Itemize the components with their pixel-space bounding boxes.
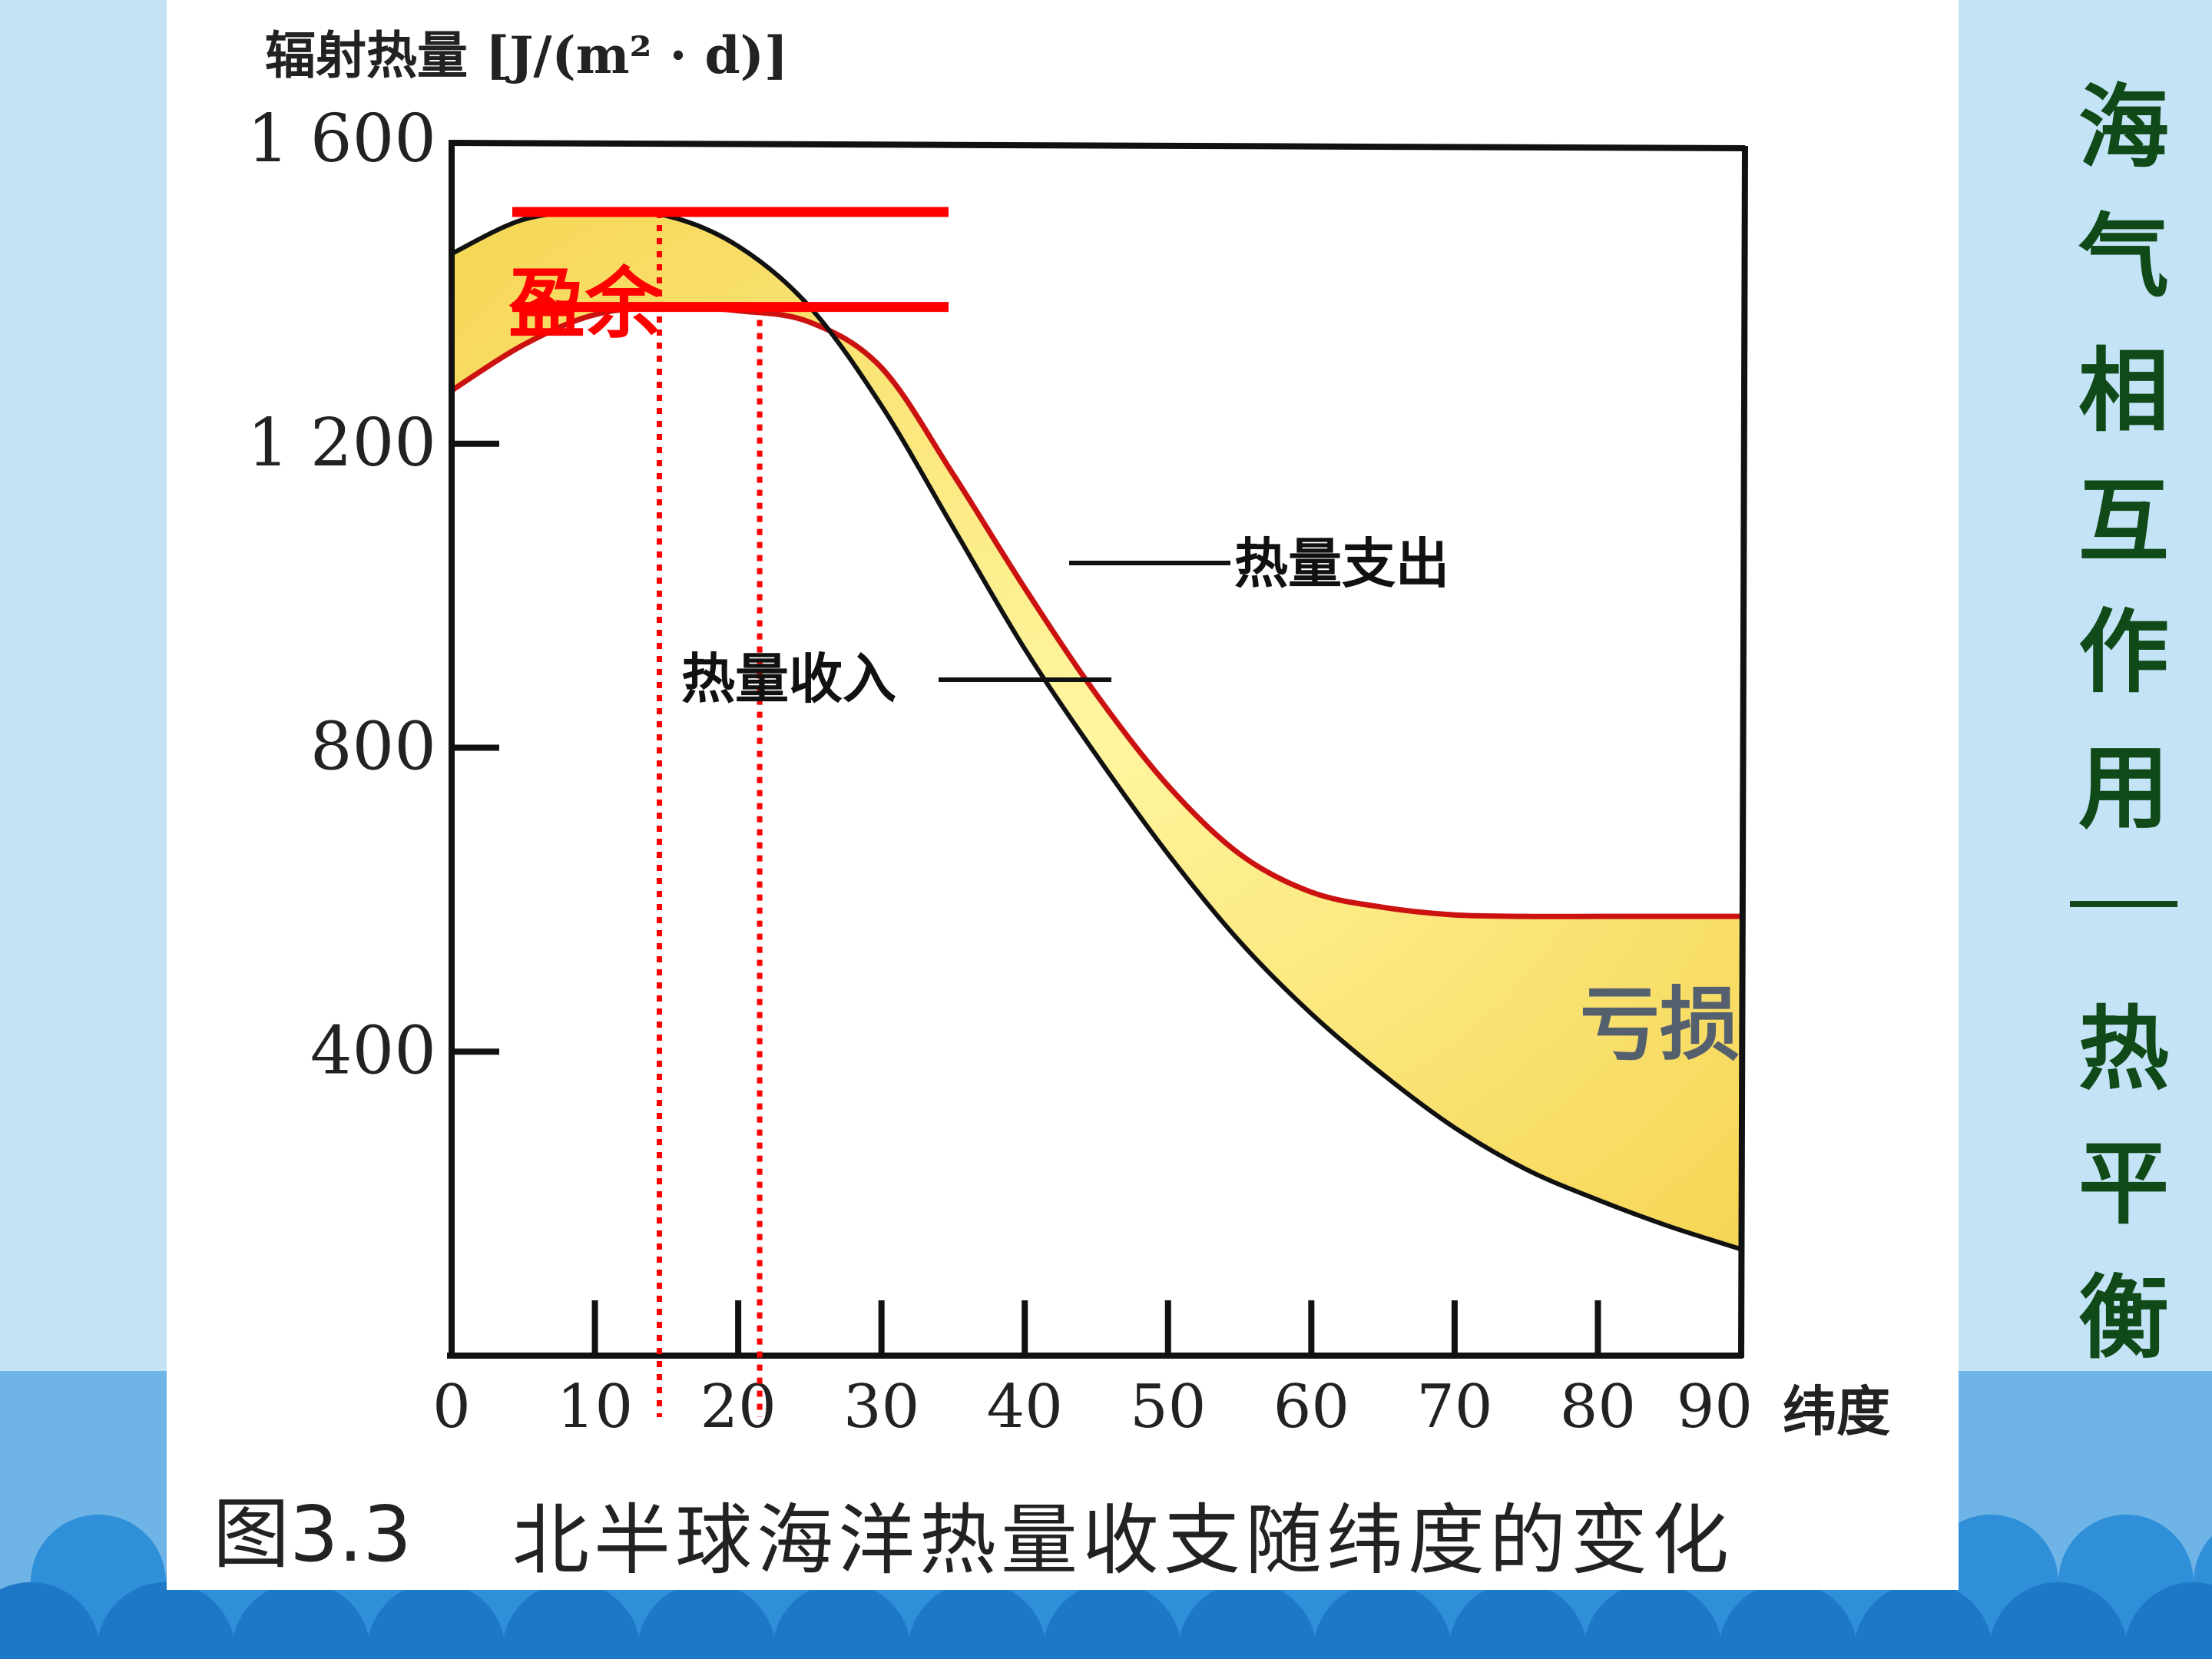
wave-bump — [1854, 1582, 1992, 1659]
x-tick-label-10: 10 — [557, 1373, 633, 1442]
chart-title: 北半球海洋热量收支随纬度的变化 — [512, 1495, 1734, 1585]
y-axis-label: 辐射热量 [J/(m² · d)] — [265, 25, 788, 85]
side-title-char-7: 热 — [2078, 995, 2169, 1102]
wave-bump — [2124, 1582, 2212, 1659]
side-title-dash — [2070, 901, 2177, 907]
side-title-char-5: 作 — [2078, 598, 2169, 705]
x-tick-label-60: 60 — [1273, 1373, 1349, 1442]
side-title-char-4: 互 — [2078, 468, 2169, 575]
wave-bump — [1313, 1582, 1452, 1659]
wave-bump — [97, 1582, 235, 1659]
series-line-expense — [450, 304, 1741, 919]
x-tick-label-90: 90 — [1677, 1373, 1753, 1442]
x-tick-label-30: 30 — [843, 1373, 919, 1442]
x-tick-label-40: 40 — [987, 1373, 1063, 1442]
heat-balance-chart: 400 800 1 200 1 600 0 10 20 30 40 50 60 70 80 90 辐射热… — [213, 25, 1890, 1585]
heat-balance-area — [452, 211, 1741, 1250]
wave-bump — [637, 1582, 776, 1659]
surplus-label: 盈余 — [508, 259, 663, 349]
wave-bump — [908, 1582, 1046, 1659]
wave-bump — [0, 1582, 100, 1659]
wave-bump — [1178, 1582, 1316, 1659]
series-line-income — [450, 209, 1742, 1252]
side-title-char-8: 平 — [2078, 1130, 2169, 1237]
x-tick-label-70: 70 — [1416, 1373, 1492, 1442]
y-tick-label-1600: 1 600 — [247, 101, 436, 177]
y-tick-label-800: 800 — [310, 709, 436, 786]
x-axis-label: 纬度 — [1783, 1379, 1890, 1443]
wave-bump — [1449, 1582, 1587, 1659]
wave-bump — [502, 1582, 641, 1659]
wave-bump — [232, 1582, 370, 1659]
figure-panel: 400 800 1 200 1 600 0 10 20 30 40 50 60 70 80 90 辐射热… — [167, 0, 1959, 1590]
side-title-char-1: 海 — [2078, 74, 2169, 180]
side-title-char-3: 相 — [2078, 337, 2169, 444]
x-tick-label-80: 80 — [1560, 1373, 1636, 1442]
wave-bump — [1584, 1582, 1722, 1659]
x-tick-label-0: 0 — [432, 1373, 471, 1442]
y-tick-label-1200: 1 200 — [247, 405, 436, 482]
side-title-char-6: 用 — [2078, 734, 2169, 841]
expense-label: 热量支出 — [1234, 531, 1449, 595]
wave-bump — [773, 1582, 911, 1659]
x-tick-label-50: 50 — [1130, 1373, 1206, 1442]
income-label: 热量收入 — [681, 647, 896, 710]
side-title: 海 气 相 互 作 用 热 平 衡 — [2035, 54, 2212, 1375]
figure-label: 图3.3 — [213, 1489, 412, 1579]
y-tick-label-400: 400 — [310, 1012, 436, 1089]
wave-bump — [1719, 1582, 1857, 1659]
wave-bump — [367, 1582, 505, 1659]
wave-bump — [1043, 1582, 1181, 1659]
wave-bump — [1989, 1582, 2128, 1659]
x-tick-label-20: 20 — [700, 1373, 776, 1442]
side-title-char-2: 气 — [2078, 203, 2169, 310]
axis-right — [1738, 145, 1748, 1359]
axis-top — [451, 140, 1746, 151]
deficit-label: 亏损 — [1580, 978, 1740, 1071]
side-title-char-9: 衡 — [2078, 1264, 2169, 1371]
